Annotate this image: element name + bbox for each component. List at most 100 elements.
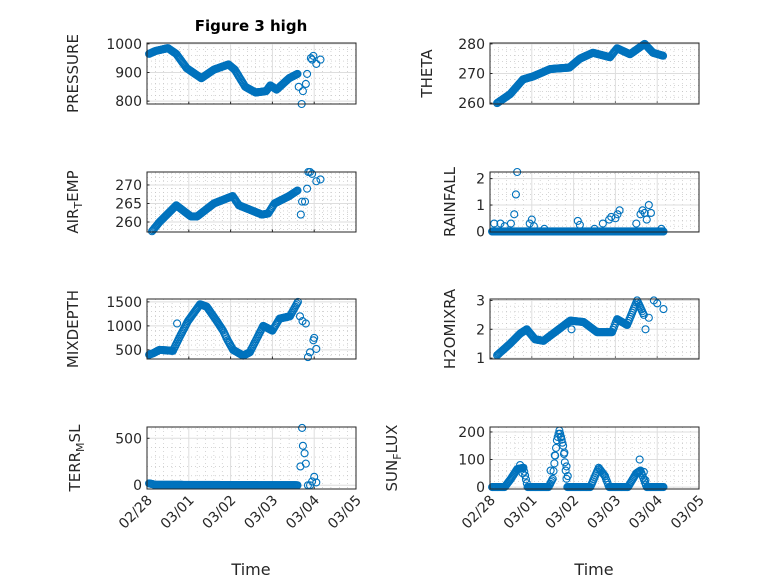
x-axis-label-right: Time (573, 560, 613, 579)
data-point (293, 69, 302, 78)
data-point (308, 169, 317, 178)
data-point (511, 190, 520, 199)
y-tick-label: 500 (115, 431, 142, 447)
data-point (575, 220, 584, 229)
data-point (316, 55, 325, 64)
axes-box (489, 42, 700, 105)
figure-title: Figure 3 high (195, 17, 308, 35)
data-point (298, 197, 307, 206)
axes-box (146, 298, 357, 360)
y-axis-label: SUNFLUX (383, 425, 404, 492)
data-point (305, 348, 315, 357)
data-point (298, 441, 307, 450)
y-axis-label: H2OMIXRA (441, 288, 459, 369)
data-point (292, 299, 302, 308)
data-point (520, 467, 529, 476)
data-point (300, 449, 309, 458)
data-point (659, 51, 668, 60)
x-tick-label: 03/05 (668, 493, 708, 533)
data-point (563, 471, 572, 481)
x-tick-label: 03/02 (543, 493, 583, 533)
data-point (298, 87, 307, 96)
y-tick-label: 1 (476, 198, 485, 214)
data-point (301, 319, 310, 328)
x-tick-label: 02/28 (459, 493, 499, 533)
data-point (561, 466, 570, 475)
data-point (546, 466, 555, 475)
x-tick-label: 03/04 (626, 492, 666, 532)
y-label-rest: EMP (64, 170, 82, 201)
y-tick-label: 280 (458, 37, 485, 53)
y-label-main: PRESSURE (64, 34, 82, 113)
series-markers (145, 44, 325, 109)
y-tick-label: 0 (476, 480, 485, 496)
data-point (312, 344, 321, 353)
plot-area (490, 172, 699, 232)
data-point (500, 222, 509, 231)
data-point (615, 206, 624, 215)
y-label-main: THETA (418, 49, 436, 99)
x-tick-label: 03/02 (200, 493, 240, 533)
data-point (298, 423, 307, 432)
data-point (312, 478, 321, 487)
data-point (641, 325, 650, 334)
data-point (525, 219, 534, 228)
data-point (301, 79, 310, 89)
axes-h2omixratio: 1 2 3 H2OMIXRA (441, 288, 700, 369)
x-tick-label: 03/01 (158, 493, 198, 533)
axes-box (489, 426, 700, 490)
axes-theta: 260 270 280 THETA (418, 37, 700, 112)
data-point (573, 216, 582, 225)
y-tick-label: 100 (458, 453, 485, 469)
data-point (598, 219, 607, 228)
data-point (312, 59, 321, 68)
plot-area (147, 427, 356, 489)
data-point (548, 474, 557, 483)
data-point (659, 483, 668, 492)
y-tick-label: 500 (115, 343, 142, 359)
data-point (306, 54, 315, 63)
data-point (659, 227, 668, 236)
y-label-main: SUN (383, 460, 401, 492)
axes-box (489, 298, 700, 360)
data-point (632, 219, 641, 228)
data-point (529, 222, 538, 231)
data-point (310, 333, 319, 342)
data-point (611, 214, 620, 223)
series-markers (493, 39, 668, 108)
data-point (639, 467, 648, 476)
y-label-subscript: T (72, 202, 85, 210)
y-label-main: H2OMIXRA (441, 288, 459, 369)
x-tick-label: 02/28 (116, 493, 156, 533)
data-point (310, 472, 319, 481)
y-label-subscript: F (391, 453, 404, 459)
y-axis-label: RAINFALL (441, 166, 459, 237)
y-tick-label: 1000 (106, 319, 142, 335)
data-point (550, 451, 559, 460)
y-tick-label: 900 (115, 65, 142, 81)
data-point (490, 219, 499, 228)
data-point (303, 69, 312, 78)
data-point (550, 459, 559, 468)
x-tick-label: 03/03 (584, 493, 624, 533)
data-point (562, 462, 571, 471)
data-point (294, 82, 303, 91)
data-point (518, 469, 527, 478)
axes-rainfall: 0 1 2 RAINFALL (441, 166, 700, 240)
y-tick-label: 1 (476, 351, 485, 367)
axes-box (146, 426, 357, 490)
data-point (293, 297, 302, 306)
y-tick-label: 260 (458, 96, 485, 112)
series-markers (488, 426, 668, 492)
y-axis-label: MIXDEPTH (64, 290, 82, 368)
data-point (510, 210, 519, 219)
data-point (641, 476, 650, 485)
axes-box (146, 42, 357, 105)
y-tick-label: 270 (115, 178, 142, 194)
series-markers (145, 297, 321, 362)
y-tick-label: 800 (115, 94, 142, 110)
data-point (549, 467, 558, 476)
data-point (303, 353, 312, 362)
y-axis-label: AIRTEMP (64, 170, 85, 233)
